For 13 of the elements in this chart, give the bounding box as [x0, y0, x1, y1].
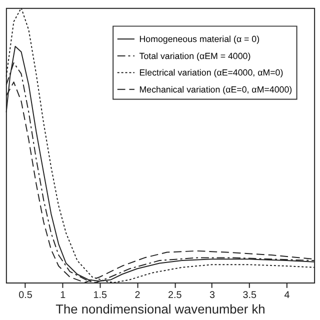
x-tick-label: 2 [134, 290, 140, 301]
legend-label: Mechanical variation (αE=0, αM=4000) [139, 84, 292, 94]
x-tick-label: 3.5 [242, 290, 257, 301]
x-tick-label: 4 [284, 290, 290, 301]
legend-label: Homogeneous material (α = 0) [139, 34, 260, 44]
legend-label: Electrical variation (αE=4000, αM=0) [139, 68, 284, 78]
x-tick-label: 1.5 [93, 290, 108, 301]
x-axis-title: The nondimensional wavenumber kh [56, 302, 266, 317]
x-tick-label: 3 [209, 290, 216, 301]
x-tick-label: 1 [60, 290, 66, 301]
x-tick-label: 0.5 [18, 290, 33, 301]
x-tick-label: 2.5 [168, 290, 182, 301]
legend-label: Total variation (αEM = 4000) [139, 50, 251, 61]
